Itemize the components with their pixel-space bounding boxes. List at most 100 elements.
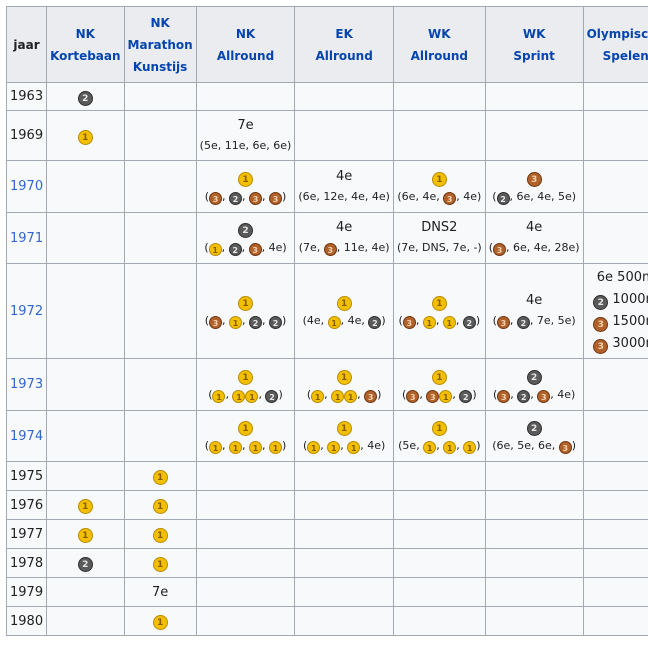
overall-result-text: 4e xyxy=(526,220,543,235)
year-cell[interactable]: 1972 xyxy=(5,263,48,359)
distance-result-text: , 4e) xyxy=(360,439,386,452)
gold-medal-icon: 1 xyxy=(327,316,341,329)
bronze-medal-icon: 3 xyxy=(593,317,609,332)
result-cell-olympische-spelen xyxy=(582,82,648,111)
distance-result-text: (4e, xyxy=(302,314,328,327)
distance-results: (2, 6e, 4e, 5e) xyxy=(489,187,580,207)
bronze-medal-icon: 3 xyxy=(402,316,416,329)
year-cell: 1980 xyxy=(5,606,48,636)
distance-result-text: , xyxy=(456,439,464,452)
distance-result-text: , 4e) xyxy=(261,241,287,254)
gold-medal-icon: 1 xyxy=(228,316,242,329)
result-cell-nk-kortebaan xyxy=(46,606,125,636)
overall-result: 3 xyxy=(489,167,580,187)
result-cell-nk-allround: 7e (5e, 11e, 6e, 6e) xyxy=(195,110,296,161)
header-nk-kortebaan[interactable]: NK Kortebaan xyxy=(46,6,125,83)
distance-result-text: ( xyxy=(204,241,209,254)
year-cell[interactable]: 1974 xyxy=(5,410,48,462)
result-cell-nk-marathon-kunstijs: 7e xyxy=(123,577,197,607)
bronze-medal-icon: 3 xyxy=(443,191,457,205)
overall-result: 2 xyxy=(489,416,580,436)
header-nk-allround[interactable]: NK Allround xyxy=(195,6,296,83)
bronze-medal-icon: 3 xyxy=(526,171,542,187)
result-cell-wk-allround xyxy=(392,577,486,607)
distance-result-text: , xyxy=(241,439,249,452)
distance-results: (3, 1, 1, 2) xyxy=(397,311,482,331)
result-cell-nk-kortebaan xyxy=(46,160,125,213)
distance-result-text: , xyxy=(261,189,269,203)
result-cell-nk-allround xyxy=(195,577,296,607)
result-cell-nk-allround xyxy=(195,82,296,111)
gold-medal-icon: 1 xyxy=(336,369,352,385)
result-cell-olympische-spelen xyxy=(582,358,648,411)
header-wk-sprint[interactable]: WK Sprint xyxy=(484,6,584,83)
distance-result-text: , xyxy=(261,439,269,452)
distance-result-text: , xyxy=(510,387,518,401)
silver-medal-icon: 2 xyxy=(526,369,542,385)
bronze-medal-icon: 3 xyxy=(493,243,506,256)
silver-medal-icon: 2 xyxy=(368,316,382,329)
header-nk-marathon-kunstijs[interactable]: NK Marathon Kunstijs xyxy=(123,6,197,83)
result-cell-ek-allround xyxy=(294,82,394,111)
distance-result-text: ) xyxy=(377,387,382,401)
gold-medal-icon: 1 xyxy=(232,389,246,403)
year-cell: 1975 xyxy=(5,461,48,491)
result-cell-wk-sprint: 2 (6e, 5e, 6e, 3) xyxy=(484,410,584,462)
gold-medal-icon: 1 xyxy=(152,470,168,485)
gold-medal-icon: 1 xyxy=(423,441,437,454)
distance-results: (5e, 1, 1, 1) xyxy=(397,436,482,456)
gold-medal-icon: 1 xyxy=(237,171,253,187)
distance-results: (6e, 4e, 3, 4e) xyxy=(397,187,482,207)
year-cell: 1979 xyxy=(5,577,48,607)
distance-result-text: ( xyxy=(208,387,213,401)
distance-result-text: ) xyxy=(281,189,287,203)
bronze-medal-icon: 3 xyxy=(208,316,222,329)
result-cell-nk-allround xyxy=(195,606,296,636)
year-cell[interactable]: 1971 xyxy=(5,212,48,264)
result-cell-nk-kortebaan: 1 xyxy=(46,110,125,161)
result-cell-nk-allround: 1(3, 2, 3, 3) xyxy=(195,160,296,213)
table-row: 1972 1(3, 1, 2, 2) 1 (4e, 1, 4e, 2) 1(3, 1, … xyxy=(5,263,648,359)
result-cell-ek-allround: 1(1, 1, 1, 4e) xyxy=(294,410,394,462)
bronze-medal-icon: 3 xyxy=(593,339,609,354)
distance-result-text: ( xyxy=(204,189,209,203)
distance-result-text: , xyxy=(452,387,460,401)
result-cell-wk-allround xyxy=(392,82,486,111)
year-cell[interactable]: 1970 xyxy=(5,160,48,213)
distance-result-text: , xyxy=(455,314,463,327)
result-cell-wk-sprint xyxy=(484,490,584,520)
silver-medal-icon: 2 xyxy=(77,557,93,572)
header-olympische-spelen[interactable]: OlympischeSpelen xyxy=(582,6,648,83)
distance-result-text: (7e, xyxy=(298,241,324,254)
result-cell-ek-allround xyxy=(294,461,394,491)
distance-result-text: , xyxy=(320,439,328,452)
gold-medal-icon: 1 xyxy=(431,421,447,436)
header-wk-allround[interactable]: WK Allround xyxy=(392,6,486,83)
result-cell-wk-sprint xyxy=(484,548,584,578)
distance-result-text: , xyxy=(258,387,266,401)
table-row: 1980 1 xyxy=(5,606,648,636)
result-cell-nk-marathon-kunstijs: 1 xyxy=(123,519,197,549)
overall-result: 1 xyxy=(152,525,168,543)
gold-medal-icon: 1 xyxy=(245,389,259,403)
distance-result-text: ) xyxy=(381,314,386,327)
overall-result: 2 xyxy=(77,554,93,572)
result-cell-wk-allround xyxy=(392,548,486,578)
gold-medal-icon: 1 xyxy=(463,441,477,454)
year-cell: 1978 xyxy=(5,548,48,578)
distance-result-text: ) xyxy=(281,439,287,452)
overall-result: 1 xyxy=(152,554,168,572)
table-row: 1974 1(1, 1, 1, 1) 1(1, 1, 1, 4e) 1 (5e, 1, … xyxy=(5,410,648,462)
overall-result-text: 4e xyxy=(526,293,543,308)
result-cell-nk-kortebaan: 2 xyxy=(46,548,125,578)
distance-result-text: , xyxy=(340,439,348,452)
distance-results: (7e, DNS, 7e, -) xyxy=(397,238,482,258)
gold-medal-icon: 1 xyxy=(422,316,436,329)
overall-result: 1 xyxy=(298,291,390,311)
table-row: 1978 2 1 xyxy=(5,548,648,578)
year-cell[interactable]: 1973 xyxy=(5,358,48,411)
header-ek-allround[interactable]: EK Allround xyxy=(294,6,394,83)
result-cell-wk-allround: 1 (6e, 4e, 3, 4e) xyxy=(392,160,486,213)
